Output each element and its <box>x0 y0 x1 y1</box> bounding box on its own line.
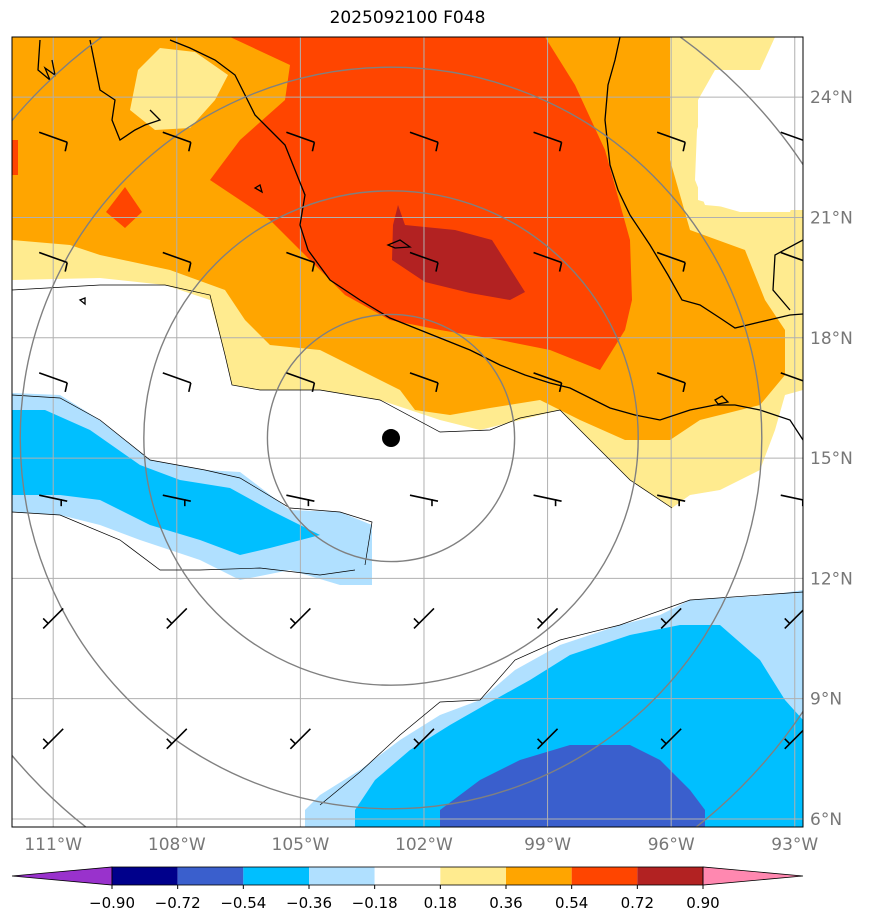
colorbar-tick-label: 0.54 <box>555 894 588 912</box>
wind-barb <box>289 728 311 750</box>
colorbar-segment <box>112 867 178 885</box>
wind-barb <box>533 131 563 152</box>
wind-barb <box>533 494 562 507</box>
latitude-labels: 6°N 9°N 12°N 15°N 18°N 21°N 24°N <box>810 88 853 830</box>
colorbar-segment <box>374 867 441 885</box>
wind-barb <box>780 131 803 142</box>
colorbar-tick-label: −0.72 <box>155 894 201 912</box>
range-ring <box>19 66 763 810</box>
wind-barb <box>162 494 191 507</box>
colorbar-tick-label: 0.72 <box>621 894 654 912</box>
wind-barb <box>42 728 64 750</box>
storm-center-marker <box>382 429 401 448</box>
colorbar-segment <box>571 867 638 885</box>
coastlines <box>37 37 803 441</box>
longitude-labels: 111°W 108°W 105°W 102°W 99°W 96°W 93°W <box>24 835 818 855</box>
lon-tick-label: 108°W <box>148 835 206 855</box>
wind-barb <box>409 372 439 393</box>
contour-fill-0p72 <box>392 205 525 300</box>
wind-barb <box>656 372 686 393</box>
colorbar-segment <box>440 867 506 885</box>
colorbar-tick-label: 0.36 <box>489 894 522 912</box>
colorbar-segment <box>243 867 309 885</box>
wind-barb <box>656 494 686 507</box>
wind-barbs <box>38 131 803 750</box>
wind-barb <box>162 372 192 393</box>
colorbar-segment <box>177 867 244 885</box>
wind-barb <box>656 251 686 272</box>
wind-barb <box>38 372 68 393</box>
wind-barb <box>780 372 803 382</box>
colorbar-segment <box>309 867 375 885</box>
lat-tick-label: 12°N <box>810 569 853 589</box>
wind-barb <box>39 494 68 507</box>
contour-fill-0p54-b <box>12 140 18 175</box>
colorbar-tick-label: −0.90 <box>89 894 135 912</box>
wind-barb <box>38 131 68 152</box>
colorbar-extend-high <box>702 866 804 886</box>
wind-barb <box>286 494 315 507</box>
wind-barb <box>784 609 803 630</box>
wind-barb <box>537 728 559 750</box>
range-ring <box>266 313 516 563</box>
wind-barb <box>166 607 188 630</box>
contour-fill-neg0p36-b <box>355 625 803 827</box>
wind-barb <box>784 729 803 750</box>
wind-barb <box>42 607 64 630</box>
wind-barb <box>289 607 311 630</box>
wind-barb <box>166 728 188 750</box>
wind-barb <box>286 131 316 152</box>
colorbar-tick-label: −0.18 <box>352 894 398 912</box>
wind-barb <box>409 131 439 152</box>
wind-barb <box>409 494 439 507</box>
lat-tick-label: 6°N <box>810 810 842 830</box>
wind-barb <box>656 131 686 152</box>
wind-barb <box>162 251 192 272</box>
lon-tick-label: 105°W <box>272 835 330 855</box>
wind-barb <box>537 607 559 630</box>
colorbar-segment <box>637 867 703 885</box>
colorbar-tick-label: 0.18 <box>424 894 457 912</box>
colorbar-tick-label: −0.36 <box>286 894 332 912</box>
range-ring <box>143 190 639 686</box>
wind-barb <box>533 372 563 393</box>
lon-tick-label: 93°W <box>771 835 818 855</box>
wind-barb <box>660 607 682 630</box>
lon-tick-label: 111°W <box>24 835 82 855</box>
wind-barb <box>780 251 803 262</box>
contour-fill-0p54 <box>210 37 632 370</box>
wind-barb <box>409 251 439 272</box>
lat-tick-label: 24°N <box>810 88 853 108</box>
contour-fill-neg0p54 <box>440 745 705 827</box>
contour-fill-neg0p36 <box>12 410 320 555</box>
lon-tick-label: 96°W <box>648 835 695 855</box>
lat-tick-label: 15°N <box>810 449 853 469</box>
map-title: 2025092100 F048 <box>329 8 486 28</box>
colorbar-tick-label: −0.54 <box>220 894 266 912</box>
colorbar-segment <box>506 867 572 885</box>
colorbar-extend-low <box>11 866 113 886</box>
wind-barb <box>286 372 316 393</box>
lon-tick-label: 102°W <box>395 835 453 855</box>
lat-tick-label: 18°N <box>810 329 853 349</box>
lat-tick-label: 21°N <box>810 208 853 228</box>
wind-barb <box>286 251 316 272</box>
wind-barb <box>660 728 682 750</box>
lat-tick-label: 9°N <box>810 690 842 710</box>
colorbar: −0.90 −0.72 −0.54 −0.36 −0.18 0.18 0.36 0.54 0.7… <box>11 866 804 912</box>
wind-barb <box>413 607 435 630</box>
lon-tick-label: 99°W <box>524 835 571 855</box>
wind-barb <box>413 728 435 750</box>
wind-barb <box>162 131 192 152</box>
colorbar-tick-label: 0.90 <box>686 894 719 912</box>
wind-barb <box>38 251 68 272</box>
map-frame <box>11 36 804 828</box>
wind-barb <box>533 251 563 272</box>
